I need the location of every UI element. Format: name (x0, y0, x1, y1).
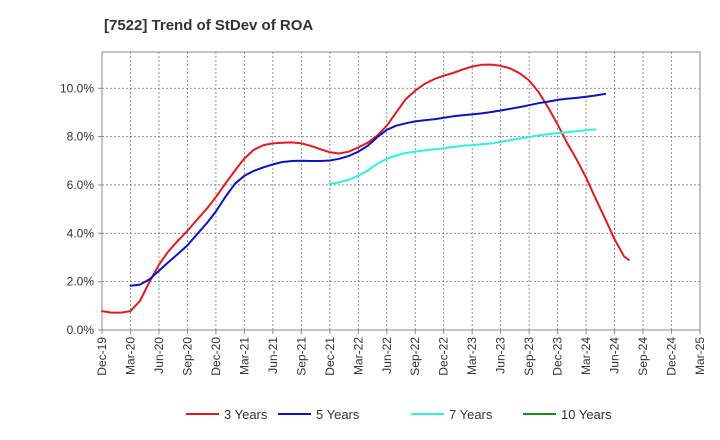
x-tick-label: Sep-20 (180, 337, 194, 376)
legend-label: 7 Years (449, 407, 493, 422)
chart-title: [7522] Trend of StDev of ROA (104, 17, 313, 34)
x-tick-label: Sep-24 (636, 337, 650, 376)
y-axis: 0.0% 2.0% 4.0% 6.0% 8.0% 10.0% (60, 81, 102, 337)
x-tick-label: Mar-23 (465, 337, 479, 375)
series-line (328, 128, 597, 185)
y-tick-label: 8.0% (67, 130, 95, 144)
legend-label: 3 Years (224, 407, 268, 422)
x-tick-label: Jun-22 (380, 337, 394, 374)
y-tick-label: 10.0% (60, 81, 94, 95)
x-tick-label: Mar-22 (351, 337, 365, 375)
series-line (129, 92, 607, 287)
plot-area (101, 51, 701, 331)
y-tick-label: 4.0% (67, 226, 95, 240)
x-tick-label: Mar-25 (693, 337, 707, 375)
x-tick-label: Jun-20 (152, 337, 166, 374)
x-tick-label: Jun-23 (494, 337, 508, 374)
y-tick-label: 2.0% (67, 275, 95, 289)
x-tick-label: Sep-22 (408, 337, 422, 376)
x-axis: Dec-19 Mar-20 Jun-20 Sep-20 Dec-20 Mar-21 Jun-… (95, 330, 707, 376)
x-tick-label: Sep-23 (522, 337, 536, 376)
x-tick-label: Dec-22 (437, 337, 451, 376)
x-tick-label: Dec-24 (665, 337, 679, 376)
series-lines (101, 63, 630, 314)
legend: 3 Years 5 Years 7 Years 10 Years (186, 407, 612, 422)
x-tick-label: Mar-20 (123, 337, 137, 375)
x-tick-label: Dec-19 (95, 337, 109, 376)
x-tick-label: Dec-23 (551, 337, 565, 376)
legend-label: 5 Years (316, 407, 360, 422)
grid-lines (102, 52, 700, 330)
y-tick-label: 6.0% (67, 178, 95, 192)
x-tick-label: Sep-21 (294, 337, 308, 376)
x-tick-label: Mar-21 (237, 337, 251, 375)
x-tick-label: Mar-24 (579, 337, 593, 375)
x-tick-label: Jun-21 (266, 337, 280, 374)
x-tick-label: Dec-20 (209, 337, 223, 376)
legend-label: 10 Years (561, 407, 612, 422)
x-tick-label: Dec-21 (323, 337, 337, 376)
x-tick-label: Jun-24 (608, 337, 622, 374)
y-tick-label: 0.0% (67, 323, 95, 337)
